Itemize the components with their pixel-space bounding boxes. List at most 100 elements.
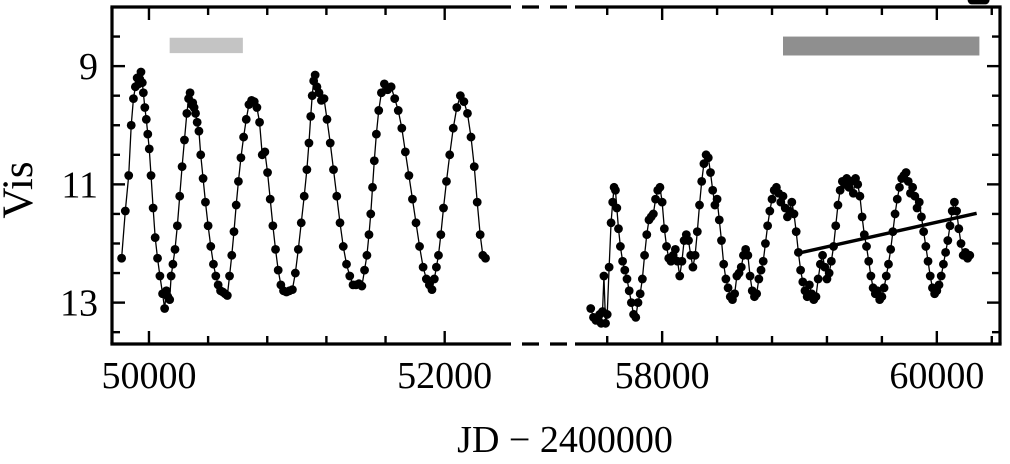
data-point <box>227 250 237 260</box>
data-point <box>811 292 821 302</box>
data-point <box>268 221 278 231</box>
data-point <box>730 289 740 299</box>
data-point <box>252 103 262 112</box>
data-point <box>857 212 867 222</box>
data-point <box>397 123 407 133</box>
x-tick-label: 52000 <box>397 355 492 397</box>
data-point <box>778 191 788 201</box>
data-point <box>434 250 443 260</box>
data-point <box>141 114 151 124</box>
data-point <box>703 153 713 163</box>
data-point <box>408 194 417 204</box>
data-point <box>136 67 146 77</box>
axes-frame-group <box>110 5 1002 346</box>
data-point <box>314 88 324 98</box>
data-point <box>194 126 204 136</box>
data-point <box>626 298 636 308</box>
data-point <box>754 274 764 284</box>
data-point <box>148 203 158 213</box>
data-point <box>165 295 175 305</box>
data-point <box>390 94 400 104</box>
data-point <box>697 177 707 186</box>
data-point <box>901 168 911 177</box>
y-tick-label: 9 <box>79 46 98 88</box>
data-point <box>307 91 317 101</box>
data-point <box>695 200 704 210</box>
data-point <box>767 194 777 204</box>
data-point <box>143 129 153 139</box>
data-point <box>150 233 160 242</box>
data-point <box>602 310 612 319</box>
data-point <box>368 182 377 192</box>
data-point <box>692 227 702 237</box>
data-point <box>481 253 490 263</box>
data-point <box>177 162 187 172</box>
coverage-bar-dark <box>783 36 980 56</box>
data-point <box>675 271 685 281</box>
data-point <box>721 274 731 284</box>
data-point <box>791 227 801 237</box>
data-point <box>714 215 724 225</box>
x-tick-label: 50000 <box>101 355 196 397</box>
data-point <box>864 256 874 266</box>
data-point <box>690 250 700 260</box>
data-point <box>463 109 472 118</box>
data-point <box>140 103 150 112</box>
data-point <box>404 171 414 180</box>
data-point <box>201 197 210 207</box>
data-point <box>662 242 671 251</box>
data-point <box>170 245 180 254</box>
data-point <box>925 271 935 281</box>
y-tick-label: 13 <box>60 283 98 325</box>
data-point <box>222 291 232 300</box>
data-point <box>287 285 297 295</box>
data-point <box>357 281 367 291</box>
data-point <box>129 94 138 104</box>
data-point <box>255 117 264 127</box>
data-point <box>153 253 162 263</box>
visual-magnitude-epoch-1 <box>117 67 490 313</box>
data-point <box>332 191 342 201</box>
data-point <box>196 150 206 160</box>
data-point <box>642 230 652 240</box>
data-point <box>469 162 479 172</box>
data-point <box>138 88 148 98</box>
x-tick-label: 60000 <box>889 355 984 397</box>
data-point <box>586 304 596 313</box>
data-point <box>175 191 185 201</box>
data-point <box>890 209 900 219</box>
data-point <box>445 150 455 160</box>
data-point <box>789 209 799 219</box>
data-point <box>980 0 990 5</box>
data-point <box>126 120 136 130</box>
data-point <box>923 256 933 266</box>
data-point <box>651 194 660 204</box>
data-point <box>604 262 614 272</box>
data-point <box>892 194 902 204</box>
data-point <box>919 227 929 237</box>
data-point <box>225 271 234 281</box>
data-point <box>206 242 216 251</box>
data-point <box>393 106 403 115</box>
trend-line-group <box>796 211 978 256</box>
data-point <box>229 227 239 237</box>
data-point <box>364 230 374 240</box>
data-point <box>743 250 753 260</box>
data-point <box>322 114 332 124</box>
data-point <box>866 271 876 281</box>
data-point <box>688 262 698 272</box>
data-point <box>611 185 620 195</box>
data-point <box>418 262 428 272</box>
data-point <box>310 70 320 80</box>
data-point <box>939 259 948 269</box>
data-point <box>712 194 722 204</box>
data-point <box>635 289 645 299</box>
data-point <box>168 259 178 269</box>
data-point <box>371 129 381 139</box>
data-point <box>936 271 946 281</box>
data-point <box>877 292 887 302</box>
data-point <box>191 109 200 118</box>
data-point <box>956 239 966 248</box>
data-point <box>366 209 376 219</box>
